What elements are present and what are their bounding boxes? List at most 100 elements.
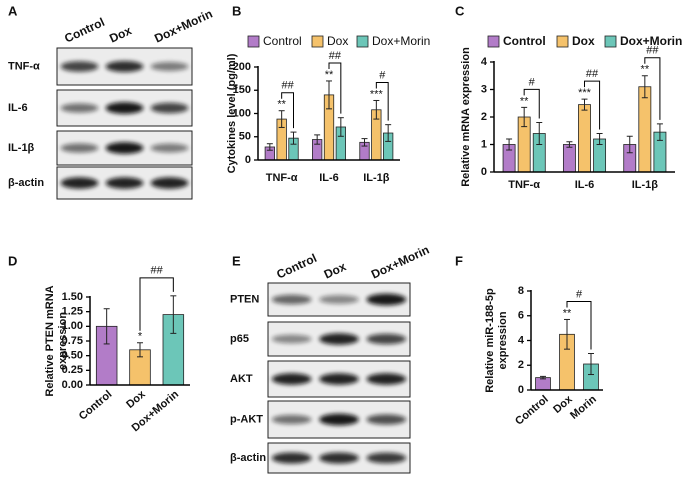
significance: ## [151,265,164,277]
y-tick-label: 1.00 [62,320,83,332]
blot-band [366,414,407,425]
blot-band [60,177,99,189]
legend-label: Dox+Morin [372,34,430,48]
blot-band [366,452,407,464]
x-tick-label: IL-1β [632,179,659,191]
bar [562,144,576,173]
legend-swatch [604,35,617,48]
error-bar [566,141,573,148]
error-bar [137,342,143,358]
blot-band [150,102,189,114]
blot-band [105,142,144,154]
bar [638,86,652,173]
legend-label: Dox+Morin [620,34,682,48]
blot-band [105,60,144,73]
error-bar [314,134,321,145]
row-label: β-actin [8,177,44,189]
significance: ## [281,80,294,92]
row-label: p65 [230,333,249,345]
bracket [375,81,389,121]
row-label: IL-1β [8,142,35,154]
y-tick-label: 100 [233,107,251,119]
blot-band [319,333,359,345]
error-bar [385,124,392,142]
legend-label: Dox [572,34,595,48]
error-bar [581,98,588,111]
y-axis-label: Cytokines level (pg/ml) [226,53,238,173]
bracket [644,57,661,120]
blot-band [366,333,407,345]
bracket [523,88,540,119]
significance: ## [586,68,599,80]
y-tick-label: 50 [239,131,251,143]
blot-band [271,452,312,464]
panel-letter: C [455,3,465,18]
significance: *** [578,87,592,99]
error-bar [564,318,570,350]
blot-band [319,295,359,304]
blot-band [271,294,312,305]
significance: # [576,288,583,300]
error-bar [103,308,110,345]
significance: ** [563,307,572,319]
x-tick-label: IL-6 [319,172,339,184]
blot-band [150,62,189,71]
blot-band [271,334,312,344]
error-bar [641,75,648,99]
panel-letter: D [8,253,17,268]
row-label: p-AKT [230,413,263,425]
y-tick-label: 6 [518,310,524,322]
error-bar [540,375,546,380]
y-tick-label: 1 [481,138,487,150]
y-tick-label: 4 [518,334,525,346]
significance: ## [329,50,342,62]
x-tick-label: Control [513,393,551,427]
x-tick-label: TNF-α [508,179,540,191]
row-label: TNF-α [8,60,40,72]
legend-swatch [487,35,500,48]
error-bar [536,122,543,145]
lane-label: Control [62,15,107,46]
legend-swatch [556,35,569,48]
x-tick-label: IL-6 [575,179,595,191]
significance: # [379,69,386,81]
y-tick-label: 3 [481,83,487,95]
blot-band [60,61,99,72]
blot-band [271,373,312,385]
panel-letter: A [8,3,18,18]
legend-label: Dox [327,34,348,48]
blot-band [366,293,407,306]
x-tick-label: IL-1β [363,172,390,184]
row-label: AKT [230,373,253,385]
blot-band [105,177,144,189]
significance: ** [277,99,286,111]
y-axis-label: Relative mRNA expression [460,47,472,187]
legend-swatch [356,35,369,48]
y-axis-label: expression [497,311,509,369]
blot-band [319,373,359,385]
blot-band [60,103,99,113]
y-tick-label: 150 [233,84,251,96]
panel-letter: F [455,253,463,268]
lane-label: Dox+Morin [152,7,214,46]
error-bar [361,138,368,147]
legend-swatch [247,35,260,48]
legend-swatch [311,35,324,48]
blot-band [319,452,359,464]
legend-label: Control [263,34,302,48]
error-bar [290,131,297,145]
bracket [281,92,294,129]
bar [578,104,591,173]
bracket [139,277,174,331]
legend-label: Control [503,34,546,48]
y-tick-label: 1.50 [62,291,83,303]
error-bar [170,295,177,334]
error-bar [521,106,528,128]
significance: ** [520,95,529,107]
error-bar [278,110,285,128]
y-axis-label: Relative miR-188-5p [484,288,496,393]
x-tick-label: Control [77,388,115,422]
significance: ## [646,45,659,57]
x-tick-label: Dox [124,388,148,411]
blot-band [105,102,144,114]
